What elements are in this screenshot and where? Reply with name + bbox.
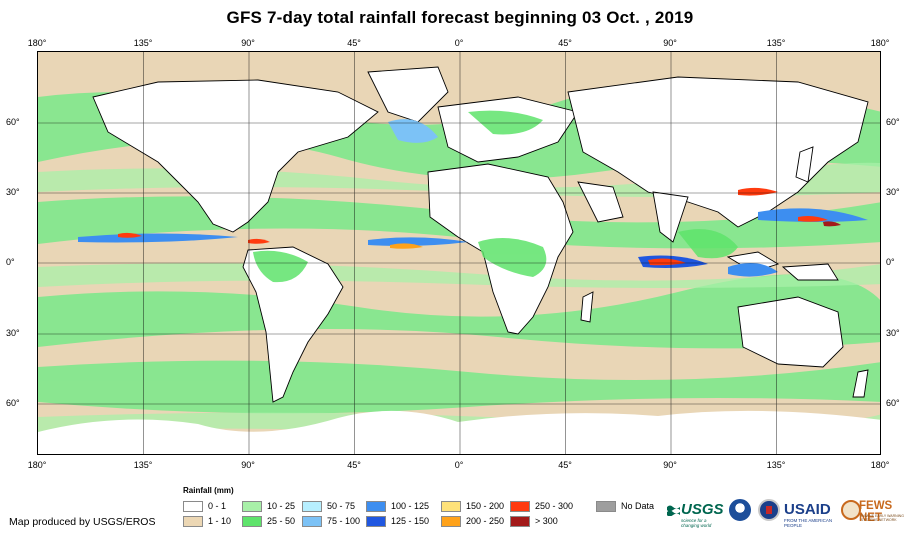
legend-swatch <box>183 501 203 512</box>
usgs-wave-icon <box>667 505 680 516</box>
lat-tick-right: 30° <box>886 187 900 197</box>
lon-tick-top: 0° <box>454 38 464 48</box>
central-africa-rain <box>478 238 547 277</box>
legend-label: No Data <box>621 501 655 511</box>
usaid-logo: USAID FROM THE AMERICAN PEOPLE <box>784 501 840 528</box>
legend-swatch <box>441 501 461 512</box>
usgs-wordmark: USGS <box>681 501 724 518</box>
lon-tick-top: 90° <box>241 38 255 48</box>
se-asia-rain <box>678 229 738 259</box>
legend-label: 0 - 1 <box>208 501 227 511</box>
north-america <box>92 79 379 233</box>
us-seal-logo <box>758 499 780 521</box>
lat-tick-right: 0° <box>886 257 895 267</box>
fewsnet-wordmark: FEWS NET <box>859 500 893 524</box>
legend-title: Rainfall (mm) <box>183 486 234 495</box>
legend-label: 250 - 300 <box>535 501 574 511</box>
legend-swatch <box>366 516 386 527</box>
lon-tick-bottom: 180° <box>27 460 47 470</box>
antarctica-dry-zone <box>38 410 880 454</box>
lon-tick-top: 180° <box>870 38 890 48</box>
legend-swatch <box>366 501 386 512</box>
noaa-logo <box>729 499 751 521</box>
lon-tick-top: 45° <box>347 38 361 48</box>
lon-tick-top: 180° <box>27 38 47 48</box>
lat-tick-right: 60° <box>886 117 900 127</box>
fewsnet-badge-icon <box>841 500 861 520</box>
legend-swatch <box>302 516 322 527</box>
usaid-tagline: FROM THE AMERICAN PEOPLE <box>784 518 833 528</box>
india <box>652 191 689 243</box>
madagascar <box>580 291 594 323</box>
usaid-wordmark: USAID <box>784 501 831 518</box>
lon-tick-top: 45° <box>558 38 572 48</box>
lat-tick-left: 60° <box>6 117 20 127</box>
legend-swatch <box>302 501 322 512</box>
legend-label: 75 - 100 <box>327 516 361 526</box>
new-guinea <box>781 263 839 281</box>
lon-tick-top: 135° <box>133 38 153 48</box>
fewsnet-tagline: FAMINE EARLY WARNING SYSTEMS NETWORK <box>861 514 904 522</box>
lat-tick-right: 30° <box>886 328 900 338</box>
lat-tick-right: 60° <box>886 398 900 408</box>
legend-label: 50 - 75 <box>327 501 356 511</box>
lon-tick-bottom: 90° <box>663 460 677 470</box>
lat-tick-left: 30° <box>6 187 20 197</box>
lon-tick-bottom: 0° <box>454 460 464 470</box>
new-zealand <box>852 369 869 398</box>
greenland <box>367 66 449 123</box>
legend-label: 1 - 10 <box>208 516 232 526</box>
legend-label: 200 - 250 <box>466 516 505 526</box>
arabia <box>577 181 624 223</box>
legend-swatch <box>510 516 530 527</box>
lon-tick-top: 135° <box>766 38 786 48</box>
usgs-logo: USGS science for a changing world <box>667 501 725 528</box>
amazon-rain <box>253 250 308 283</box>
legend-swatch <box>242 516 262 527</box>
legend-swatch <box>183 516 203 527</box>
lat-tick-left: 0° <box>6 257 15 267</box>
map-title: GFS 7-day total rainfall forecast beginn… <box>226 8 694 27</box>
legend-label: 150 - 200 <box>466 501 505 511</box>
lon-tick-bottom: 90° <box>241 460 255 470</box>
legend-label: 25 - 50 <box>267 516 296 526</box>
legend-swatch <box>441 516 461 527</box>
heavy-rain-cores <box>78 119 868 277</box>
lon-tick-bottom: 180° <box>870 460 890 470</box>
lon-tick-bottom: 45° <box>558 460 572 470</box>
legend-label: > 300 <box>535 516 558 526</box>
legend-swatch <box>510 501 530 512</box>
legend-swatch <box>596 501 616 512</box>
lat-tick-left: 30° <box>6 328 20 338</box>
south-america <box>242 246 344 403</box>
japan <box>795 146 814 183</box>
lon-tick-bottom: 135° <box>766 460 786 470</box>
legend-label: 125 - 150 <box>391 516 430 526</box>
lon-tick-bottom: 135° <box>133 460 153 470</box>
legend-label: 10 - 25 <box>267 501 296 511</box>
credit-text: Map produced by USGS/EROS <box>9 516 156 528</box>
rainfall-map[interactable] <box>37 51 881 455</box>
legend-label: 100 - 125 <box>391 501 430 511</box>
europe-rain <box>468 110 543 135</box>
usgs-tagline: science for a changing world <box>681 518 712 528</box>
lon-tick-top: 90° <box>663 38 677 48</box>
legend-swatch <box>242 501 262 512</box>
lon-tick-bottom: 45° <box>347 460 361 470</box>
australia <box>737 296 844 368</box>
lat-tick-left: 60° <box>6 398 20 408</box>
fewsnet-logo: FEWS NET FAMINE EARLY WARNING SYSTEMS NE… <box>841 499 915 525</box>
